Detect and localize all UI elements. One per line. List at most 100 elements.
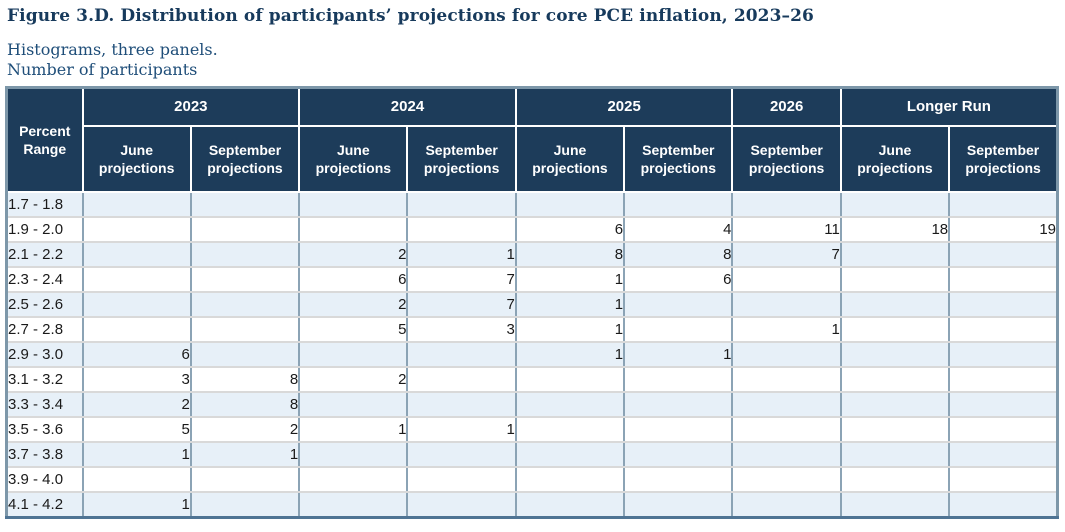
value-cell: 6 [298,265,409,293]
percent-range-cell: 3.5 - 3.6 [5,415,84,443]
value-cell [948,365,1059,393]
value-cell: 7 [406,290,517,318]
value-cell [948,465,1059,493]
column-header-1: September projections [189,124,301,193]
value-cell: 8 [514,240,626,268]
value-cell [948,315,1059,343]
value-cell: 1 [731,315,842,343]
value-cell [406,490,517,518]
value-cell [731,265,842,293]
value-cell [514,415,626,443]
value-cell [81,240,192,268]
value-cell [406,190,517,218]
year-group-row: Percent Range 2023 2024 2025 2026 Longer Run [5,86,1059,193]
value-cell [839,290,951,318]
value-cell: 1 [189,440,301,468]
value-cell: 8 [189,390,301,418]
year-group-2024: 2024 [298,86,517,127]
percent-range-cell: 3.3 - 3.4 [5,390,84,418]
value-cell: 5 [298,315,409,343]
value-cell [623,390,734,418]
table-row: 3.7 - 3.8 1 1 [5,440,1059,468]
value-cell [731,415,842,443]
value-cell: 6 [81,340,192,368]
value-cell [514,490,626,518]
value-cell [948,265,1059,293]
table-row: 2.3 - 2.4 6 7 1 6 [5,265,1059,293]
value-cell [189,315,301,343]
column-header-7: June projections [839,124,951,193]
value-cell: 2 [189,415,301,443]
value-cell [189,490,301,518]
column-header-3: September projections [406,124,517,193]
column-header-8: September projections [948,124,1059,193]
value-cell [298,490,409,518]
percent-range-header: Percent Range [5,86,84,193]
value-cell [514,465,626,493]
value-cell [189,215,301,243]
year-group-2026: 2026 [731,86,842,127]
value-cell: 6 [514,215,626,243]
value-cell [189,190,301,218]
value-cell: 2 [81,390,192,418]
value-cell [298,340,409,368]
year-group-2025: 2025 [514,86,734,127]
year-group-2023: 2023 [81,86,301,127]
value-cell [948,440,1059,468]
value-cell [948,240,1059,268]
value-cell [514,365,626,393]
figure-title: Figure 3.D. Distribution of participants… [7,6,814,26]
value-cell [948,190,1059,218]
value-cell [406,440,517,468]
table-row: 3.9 - 4.0 [5,465,1059,493]
value-cell: 1 [81,490,192,518]
value-cell [298,215,409,243]
value-cell [406,215,517,243]
value-cell: 2 [298,290,409,318]
figure-subtitle: Histograms, three panels. [7,40,218,59]
value-cell [298,465,409,493]
value-cell: 1 [514,340,626,368]
value-cell [81,215,192,243]
value-cell [839,415,951,443]
value-cell: 2 [298,240,409,268]
value-cell [298,440,409,468]
table-row: 1.7 - 1.8 [5,190,1059,218]
value-cell [189,290,301,318]
page: Figure 3.D. Distribution of participants… [0,6,1065,519]
column-header-6: September projections [731,124,842,193]
value-cell [406,390,517,418]
value-cell [623,290,734,318]
percent-range-cell: 3.1 - 3.2 [5,365,84,393]
value-cell [623,365,734,393]
value-cell [839,340,951,368]
value-cell [298,390,409,418]
percent-range-cell: 2.1 - 2.2 [5,240,84,268]
value-cell [731,465,842,493]
value-cell [948,490,1059,518]
value-cell: 3 [406,315,517,343]
value-cell: 7 [406,265,517,293]
table-row: 2.7 - 2.8 5 3 1 1 [5,315,1059,343]
value-cell: 1 [623,340,734,368]
table-row: 1.9 - 2.0 6 4 11 18 19 [5,215,1059,243]
table-row: 3.3 - 3.4 2 8 [5,390,1059,418]
value-cell [81,465,192,493]
value-cell: 11 [731,215,842,243]
value-cell [189,465,301,493]
value-cell [514,440,626,468]
value-cell: 8 [623,240,734,268]
value-cell [623,415,734,443]
value-cell: 1 [406,240,517,268]
projection-month-row: June projections September projections Jun… [7,124,1059,193]
value-cell [731,490,842,518]
percent-range-cell: 2.5 - 2.6 [5,290,84,318]
value-cell: 1 [514,315,626,343]
percent-range-cell: 2.9 - 3.0 [5,340,84,368]
value-cell [839,465,951,493]
column-header-4: June projections [514,124,626,193]
value-cell [839,440,951,468]
value-cell [298,190,409,218]
value-cell: 1 [81,440,192,468]
value-cell [731,365,842,393]
